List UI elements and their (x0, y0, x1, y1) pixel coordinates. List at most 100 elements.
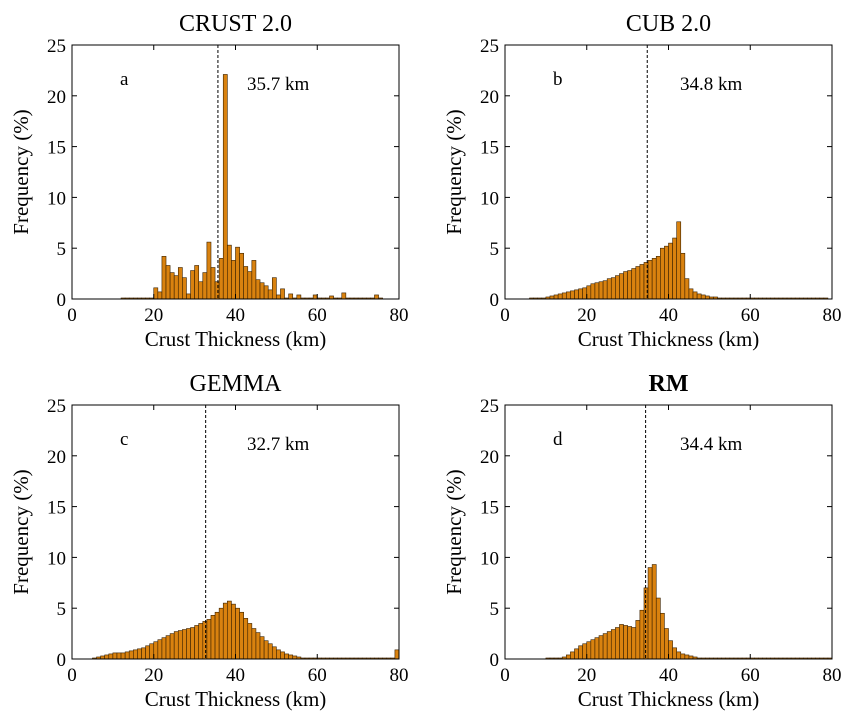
histogram-bar (186, 293, 191, 300)
histogram-bar (594, 282, 600, 300)
histogram-bar (647, 567, 653, 660)
y-tick-label: 20 (480, 87, 499, 108)
y-tick-label: 25 (47, 396, 66, 417)
histogram-bar (120, 652, 126, 660)
histogram-bar (190, 270, 195, 300)
histogram-bar (627, 626, 633, 660)
histogram-bar (247, 271, 253, 300)
histogram-bar (651, 258, 657, 300)
histogram-bar (231, 603, 236, 660)
panel-title: CRUST 2.0 (179, 11, 292, 37)
histogram-bar (271, 277, 277, 300)
histogram-bar (561, 292, 567, 300)
histogram-bar (553, 294, 559, 300)
histogram-panel: 0 20 40 60 80 0 5 10 15 20 25 CUB 2.0 Crust Thicknes… (442, 11, 842, 351)
mean-value-label: 32.7 km (247, 434, 310, 455)
histogram-bar (631, 627, 637, 660)
histogram-bar (623, 271, 628, 300)
histogram-bar (594, 637, 600, 660)
histogram-bar (586, 285, 592, 300)
histogram-bar (227, 600, 232, 660)
histogram-bar (267, 643, 273, 660)
histogram-panel: 0 20 40 60 80 0 5 10 15 20 25 GEMMA Crust Thickness … (9, 371, 409, 711)
x-axis-label: Crust Thickness (km) (145, 687, 327, 711)
histogram-bar (222, 602, 228, 660)
histogram-bar (263, 285, 269, 300)
histogram-bar (566, 654, 571, 660)
histogram-bar (169, 272, 175, 300)
histogram-bar (161, 637, 167, 660)
histogram-bar (582, 643, 588, 660)
histogram-bar (660, 247, 665, 300)
histogram-bar (173, 275, 179, 300)
histogram-bar (676, 651, 682, 660)
histogram-panel: 0 20 40 60 80 0 5 10 15 20 25 CRUST 2.0 Crust Thickn… (9, 11, 409, 351)
histogram-bar (255, 632, 261, 660)
mean-value-label: 34.4 km (680, 434, 743, 455)
histogram-bar (157, 639, 163, 660)
histogram-bar (606, 278, 612, 300)
x-tick-label: 60 (741, 305, 760, 326)
histogram-bar (169, 633, 175, 660)
histogram-bar (676, 221, 682, 300)
histogram-bar (696, 293, 702, 300)
histogram-bar (259, 282, 265, 300)
histogram-bar (627, 270, 633, 300)
y-axis-label: Frequency (%) (9, 109, 33, 234)
histogram-bar (280, 651, 285, 660)
histogram-bar (165, 635, 171, 660)
histogram-bar (557, 293, 563, 300)
histogram-bar (574, 289, 579, 300)
histogram-bar (684, 654, 690, 660)
histogram-bar (218, 258, 224, 300)
x-tick-label: 0 (67, 665, 77, 686)
histogram-bar (251, 260, 257, 300)
histogram-bar (214, 611, 220, 660)
histogram-bar (128, 650, 134, 660)
histogram-bar (394, 649, 400, 660)
x-tick-label: 40 (226, 665, 245, 686)
y-axis-label: Frequency (%) (9, 469, 33, 594)
histogram-bar (112, 652, 118, 660)
histogram-bar (296, 294, 302, 300)
histogram-bar (231, 260, 236, 300)
y-tick-label: 10 (47, 548, 66, 569)
y-tick-label: 0 (490, 650, 500, 671)
x-tick-label: 40 (659, 305, 678, 326)
histogram-bar (606, 631, 612, 660)
y-tick-label: 20 (47, 87, 66, 108)
histogram-bar (198, 281, 204, 300)
y-tick-label: 5 (57, 599, 67, 620)
histogram-bar (668, 242, 673, 300)
histogram-bar (651, 564, 657, 660)
histogram-bar (177, 267, 183, 300)
panel-title: GEMMA (189, 371, 282, 397)
histogram-bar (570, 651, 575, 660)
histogram-bar (647, 260, 653, 300)
histogram-bar (267, 289, 273, 300)
histogram-bar (194, 265, 200, 300)
y-tick-label: 25 (480, 36, 499, 57)
histogram-bar (190, 627, 195, 660)
histogram-bar (643, 587, 649, 660)
histogram-bar (276, 649, 281, 660)
histogram-bar (619, 624, 624, 660)
y-tick-label: 20 (47, 447, 66, 468)
histogram-bar (655, 597, 661, 660)
histogram-bar (202, 621, 208, 660)
histogram-bar (235, 246, 240, 300)
x-tick-label: 40 (659, 665, 678, 686)
panel-letter: b (553, 69, 563, 90)
histogram-bar (655, 256, 661, 300)
histogram-bar (108, 653, 114, 660)
x-axis-label: Crust Thickness (km) (145, 327, 327, 351)
histogram-bar (631, 268, 637, 300)
panel-title: RM (649, 371, 689, 397)
y-tick-label: 5 (490, 599, 500, 620)
histogram-bar (182, 629, 187, 660)
y-tick-label: 15 (480, 498, 499, 519)
panel-letter: a (120, 69, 129, 90)
histogram-bar (210, 615, 216, 660)
histogram-bar (668, 640, 673, 660)
histogram-bar (243, 266, 249, 300)
